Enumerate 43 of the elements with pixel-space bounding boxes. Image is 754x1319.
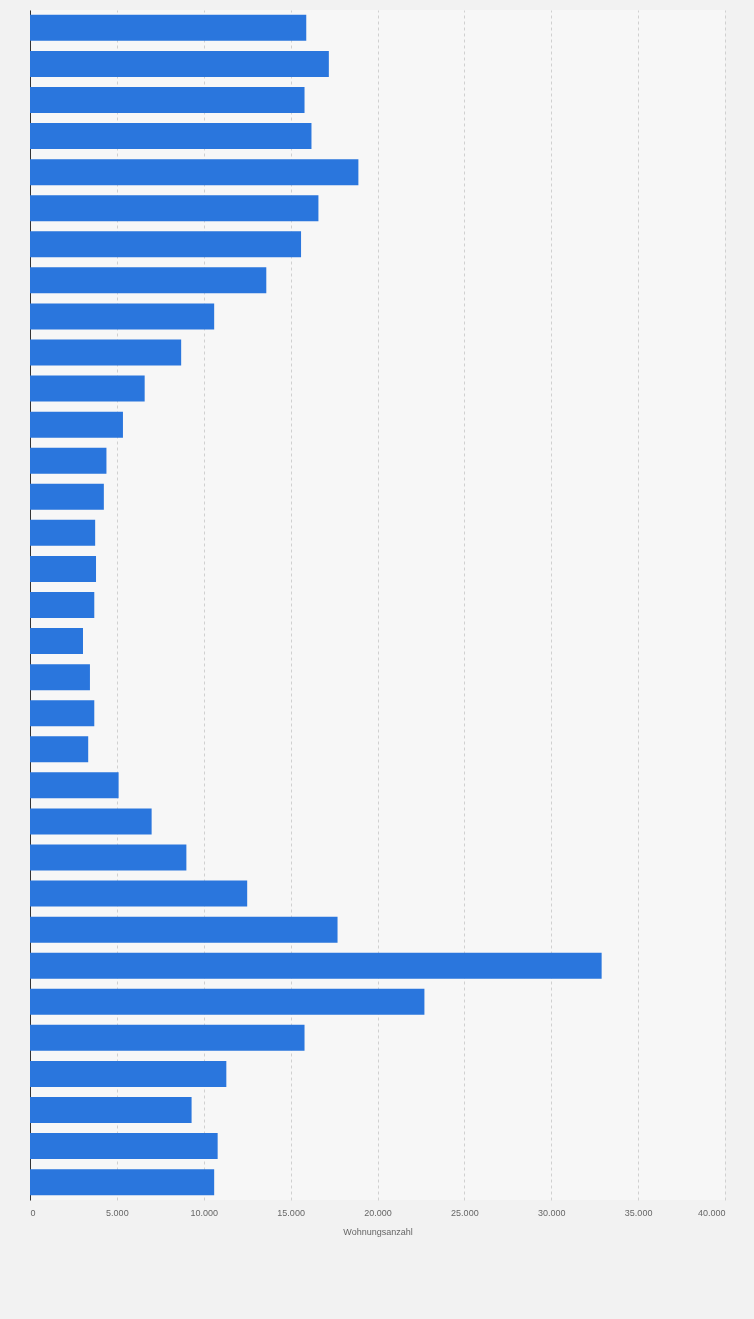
bar (30, 267, 267, 294)
bar (30, 50, 329, 77)
x-tick-label: 35.000 (624, 1207, 653, 1218)
bar (30, 14, 307, 41)
bar (30, 231, 302, 258)
bar (30, 772, 119, 799)
bar (30, 988, 425, 1015)
bar (30, 411, 123, 438)
bar (30, 1024, 305, 1051)
x-tick-label: 40.000 (697, 1207, 726, 1218)
bar (30, 1169, 215, 1196)
bar (30, 844, 187, 871)
x-tick-label: 25.000 (451, 1207, 479, 1218)
x-tick-label: 20.000 (364, 1207, 392, 1218)
bar (30, 159, 359, 186)
bar (30, 664, 90, 691)
x-tick-label: 15.000 (277, 1207, 305, 1218)
bar (30, 808, 152, 835)
bar (30, 123, 312, 150)
x-tick-label: 30.000 (537, 1207, 566, 1218)
bar (30, 592, 95, 618)
bar (30, 375, 145, 402)
bar (30, 916, 338, 943)
x-tick-label: 10.000 (190, 1207, 219, 1218)
bar (30, 339, 182, 366)
x-tick-label: 5.000 (106, 1207, 129, 1218)
bar (30, 519, 96, 546)
bar (30, 700, 95, 727)
bar (30, 1133, 218, 1160)
bar (30, 447, 107, 474)
bar (30, 1097, 192, 1123)
x-tick-label: 0 (30, 1207, 36, 1218)
bar (30, 1060, 227, 1087)
bar (30, 952, 602, 979)
bar (30, 736, 89, 763)
bar (30, 87, 305, 113)
bar (30, 555, 97, 582)
x-axis-title: Wohnungsanzahl (343, 1226, 413, 1237)
bar (30, 483, 104, 510)
bar (30, 880, 248, 907)
bar (30, 195, 319, 222)
bar (30, 303, 215, 330)
bar (30, 628, 83, 655)
